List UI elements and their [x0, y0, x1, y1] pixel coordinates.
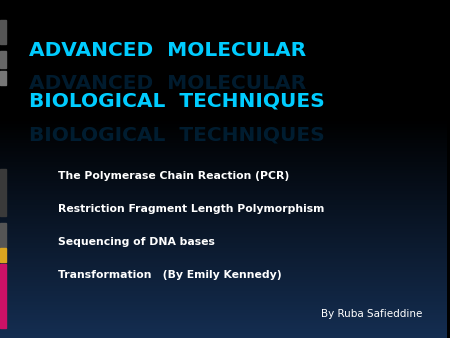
- Bar: [0, 71, 6, 84]
- Text: BIOLOGICAL  TECHNIQUES: BIOLOGICAL TECHNIQUES: [29, 91, 325, 110]
- Bar: [0, 264, 6, 328]
- Text: By Ruba Safieddine: By Ruba Safieddine: [321, 309, 423, 319]
- Bar: [0, 248, 6, 262]
- Text: Transformation   (By Emily Kennedy): Transformation (By Emily Kennedy): [58, 270, 282, 280]
- Text: ADVANCED  MOLECULAR: ADVANCED MOLECULAR: [29, 41, 306, 59]
- Text: ADVANCED  MOLECULAR: ADVANCED MOLECULAR: [29, 74, 306, 93]
- Bar: [0, 51, 6, 68]
- Bar: [0, 20, 6, 44]
- Text: BIOLOGICAL  TECHNIQUES: BIOLOGICAL TECHNIQUES: [29, 125, 325, 144]
- Text: Restriction Fragment Length Polymorphism: Restriction Fragment Length Polymorphism: [58, 204, 324, 214]
- Text: The Polymerase Chain Reaction (PCR): The Polymerase Chain Reaction (PCR): [58, 171, 289, 181]
- Text: Sequencing of DNA bases: Sequencing of DNA bases: [58, 237, 215, 247]
- Bar: [0, 223, 6, 247]
- Bar: [0, 169, 6, 216]
